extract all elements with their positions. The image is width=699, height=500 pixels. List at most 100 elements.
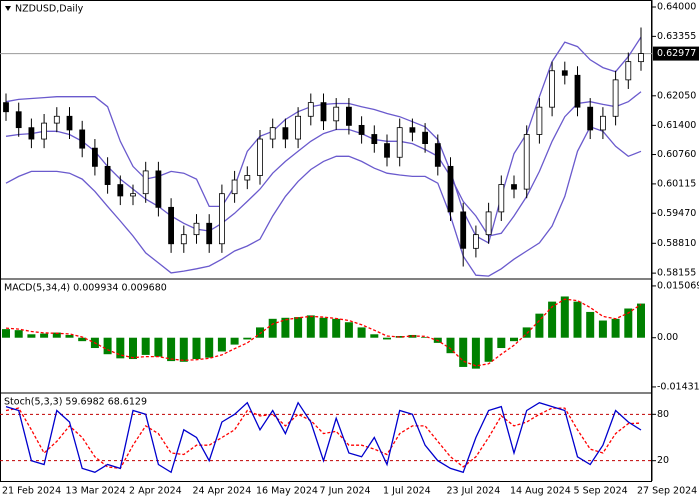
y-tick-label: 0.00 bbox=[657, 332, 678, 343]
candle-body bbox=[53, 115, 60, 124]
candle-body bbox=[434, 143, 441, 167]
macd-bar bbox=[319, 317, 328, 338]
macd-bar bbox=[205, 337, 214, 358]
candle-body bbox=[638, 53, 644, 63]
candle-body bbox=[295, 115, 302, 140]
stoch-title: Stoch(5,3,3) 59.6982 68.6129 bbox=[4, 397, 147, 408]
y-tick-label: 0.64000 bbox=[657, 2, 696, 13]
macd-bar bbox=[560, 296, 569, 338]
candle-body bbox=[460, 211, 467, 249]
candle-body bbox=[130, 193, 136, 197]
macd-bar bbox=[586, 311, 595, 338]
y-tick-label: 0.62050 bbox=[657, 90, 696, 101]
y-tick-label: 20 bbox=[657, 455, 669, 466]
candle-body bbox=[104, 165, 111, 185]
macd-bar bbox=[522, 327, 531, 338]
macd-bar bbox=[548, 301, 557, 338]
x-tick-label: 23 Jul 2024 bbox=[447, 486, 501, 497]
candle-body bbox=[193, 222, 200, 236]
macd-bar bbox=[484, 337, 493, 362]
candle-body bbox=[447, 165, 454, 213]
candle-body bbox=[117, 184, 124, 197]
candle-body bbox=[574, 74, 581, 108]
macd-bar bbox=[637, 303, 645, 338]
macd-bar bbox=[624, 308, 633, 338]
candle-body bbox=[142, 170, 149, 195]
x-tick-label: 16 May 2024 bbox=[256, 486, 318, 497]
candle-body bbox=[345, 106, 352, 126]
candle-body bbox=[600, 115, 606, 131]
x-tick-label: 2 Apr 2024 bbox=[129, 486, 182, 497]
macd-title: MACD(5,34,4) 0.009934 0.009680 bbox=[4, 283, 167, 294]
candle-body bbox=[511, 184, 517, 190]
macd-bar bbox=[27, 334, 36, 338]
macd-bar bbox=[294, 317, 303, 338]
macd-bar bbox=[179, 337, 188, 362]
bollinger-middle bbox=[5, 91, 642, 237]
y-tick-label: 0.59470 bbox=[657, 208, 696, 219]
macd-bar bbox=[154, 337, 163, 357]
y-tick-label: 0.60115 bbox=[657, 178, 696, 189]
macd-bar bbox=[78, 337, 87, 342]
y-tick-label: 0.63355 bbox=[657, 31, 696, 42]
macd-bar bbox=[268, 318, 277, 338]
y-tick-label: 0.61400 bbox=[657, 120, 696, 131]
candle-body bbox=[307, 102, 314, 117]
candle-body bbox=[523, 134, 530, 190]
candle-body bbox=[218, 193, 225, 245]
bollinger-lower bbox=[5, 125, 642, 277]
candle-body bbox=[549, 70, 555, 108]
candle-body bbox=[180, 234, 187, 245]
macd-bar bbox=[611, 318, 620, 338]
macd-bar bbox=[510, 337, 518, 342]
candle-body bbox=[587, 106, 594, 131]
candle-body bbox=[28, 127, 35, 140]
candle-body bbox=[66, 115, 73, 131]
plot-frame bbox=[0, 0, 652, 482]
macd-bar bbox=[116, 337, 125, 359]
macd-bar bbox=[129, 337, 137, 360]
candle-body bbox=[422, 131, 429, 144]
macd-bar bbox=[598, 320, 607, 338]
x-tick-label: 27 Sep 2024 bbox=[637, 486, 697, 497]
x-tick-label: 13 Mar 2024 bbox=[66, 486, 126, 497]
candle-body bbox=[206, 222, 213, 245]
x-tick-label: 1 Jul 2024 bbox=[383, 486, 431, 497]
x-tick-label: 14 Aug 2024 bbox=[510, 486, 571, 497]
candle-body bbox=[15, 111, 22, 129]
candle-body bbox=[536, 106, 543, 135]
last-price-label: 0.62977 bbox=[657, 48, 696, 59]
x-tick-label: 21 Feb 2024 bbox=[2, 486, 61, 497]
candle-body bbox=[625, 61, 632, 81]
macd-bar bbox=[459, 337, 468, 367]
y-tick-label: 0.60760 bbox=[657, 149, 696, 160]
candle-body bbox=[92, 147, 98, 167]
macd-bar bbox=[52, 332, 61, 338]
macd-bar bbox=[421, 337, 430, 338]
candle-body bbox=[320, 102, 327, 122]
last-price-box bbox=[653, 46, 699, 61]
macd-bar bbox=[357, 327, 366, 338]
macd-bar bbox=[14, 330, 23, 338]
macd-bar bbox=[446, 337, 455, 354]
stoch-signal bbox=[5, 407, 642, 470]
macd-bar bbox=[256, 327, 264, 338]
macd-bar bbox=[230, 337, 239, 345]
x-tick-label: 7 Jun 2024 bbox=[320, 486, 371, 497]
macd-bar bbox=[383, 337, 391, 340]
candle-body bbox=[561, 70, 568, 76]
macd-bar bbox=[103, 337, 112, 355]
macd-signal bbox=[5, 298, 642, 367]
candle-body bbox=[79, 129, 86, 149]
y-tick-label: 0.58155 bbox=[657, 268, 696, 279]
macd-bar bbox=[192, 337, 201, 360]
macd-bar bbox=[217, 337, 226, 352]
macd-bar bbox=[370, 334, 379, 338]
macd-bar bbox=[243, 337, 252, 340]
macd-bar bbox=[65, 334, 74, 338]
y-tick-label: 80 bbox=[657, 409, 669, 420]
candle-body bbox=[612, 79, 619, 117]
candle-body bbox=[269, 127, 276, 140]
